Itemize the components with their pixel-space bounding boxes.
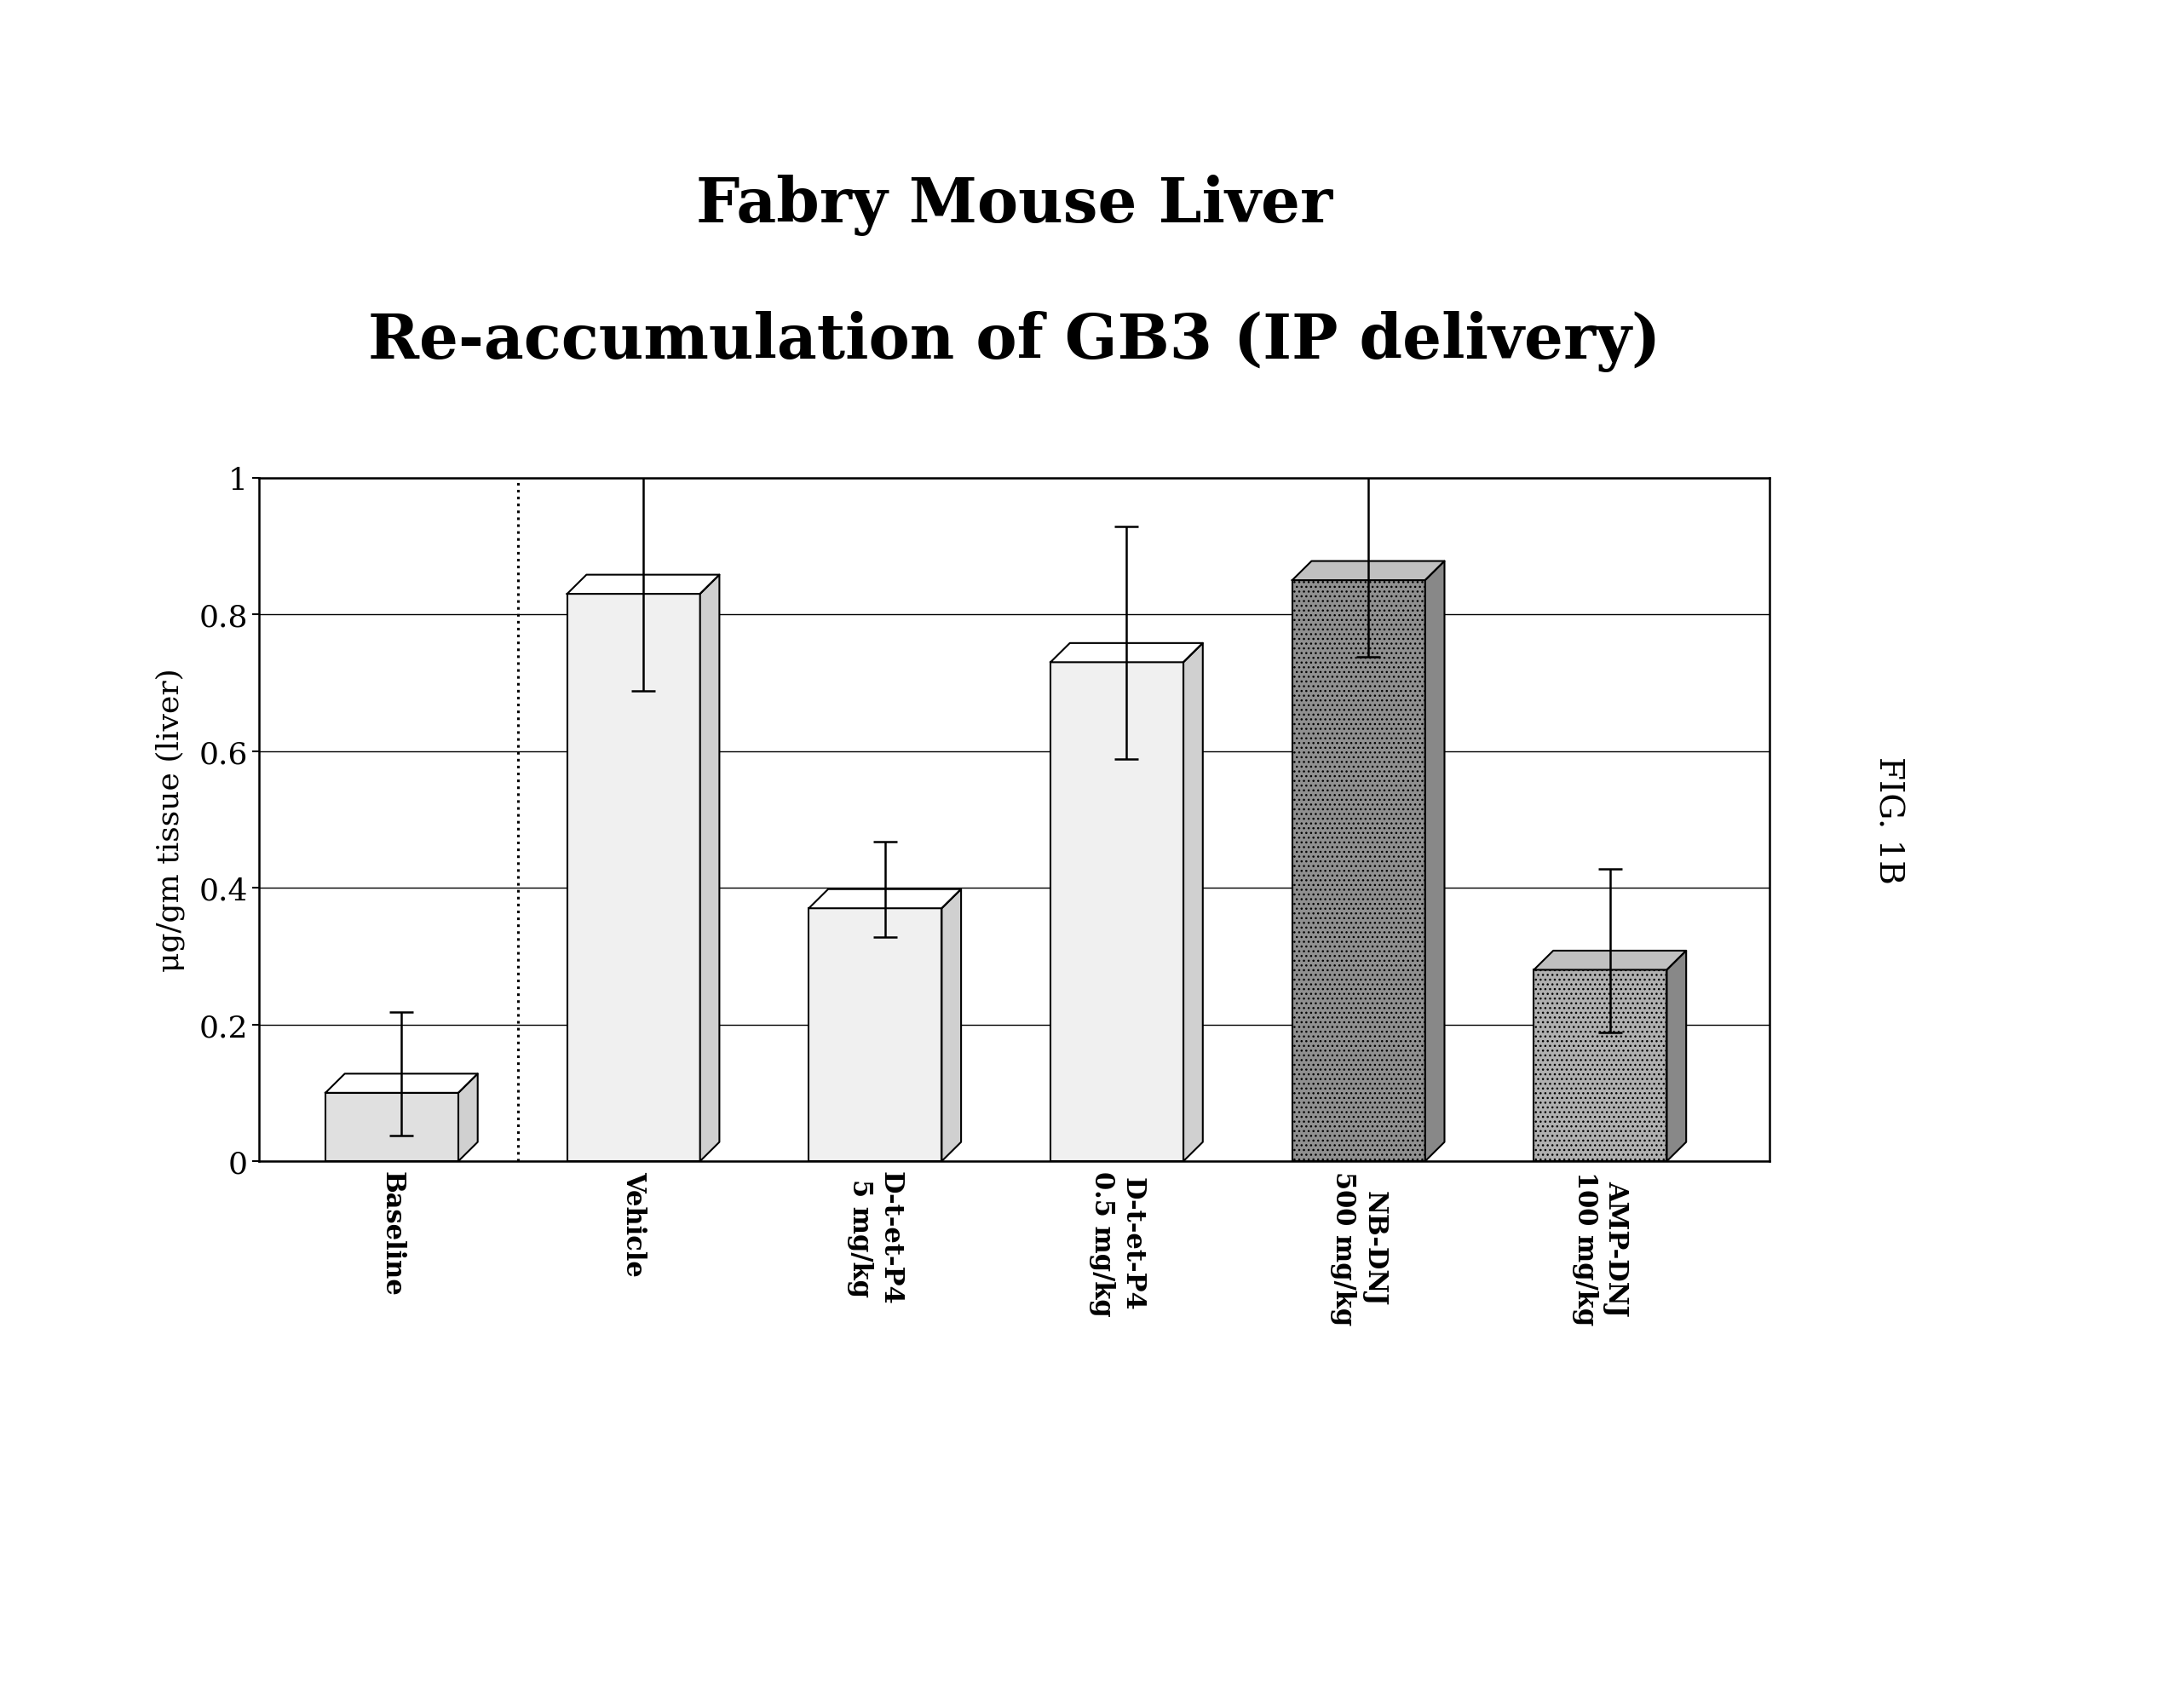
Y-axis label: μg/gm tissue (liver): μg/gm tissue (liver) — [155, 668, 186, 972]
Polygon shape — [457, 1074, 477, 1161]
Bar — [326, 1093, 457, 1161]
Polygon shape — [1293, 562, 1444, 581]
Polygon shape — [1183, 644, 1202, 1161]
Text: Fabry Mouse Liver: Fabry Mouse Liver — [697, 174, 1331, 236]
Polygon shape — [809, 890, 960, 909]
Polygon shape — [1534, 951, 1685, 970]
Bar — [1293, 581, 1424, 1161]
Polygon shape — [699, 576, 719, 1161]
Polygon shape — [1666, 951, 1685, 1161]
Polygon shape — [326, 1074, 477, 1093]
Text: Re-accumulation of GB3 (IP delivery): Re-accumulation of GB3 (IP delivery) — [369, 311, 1660, 372]
Polygon shape — [1424, 562, 1444, 1161]
Polygon shape — [1051, 644, 1202, 663]
Text: FIG. 1B: FIG. 1B — [1873, 757, 1903, 883]
Polygon shape — [568, 576, 719, 594]
Bar — [809, 909, 941, 1161]
Polygon shape — [941, 890, 960, 1161]
Bar — [1051, 663, 1183, 1161]
Bar — [568, 594, 699, 1161]
Bar — [1534, 970, 1666, 1161]
